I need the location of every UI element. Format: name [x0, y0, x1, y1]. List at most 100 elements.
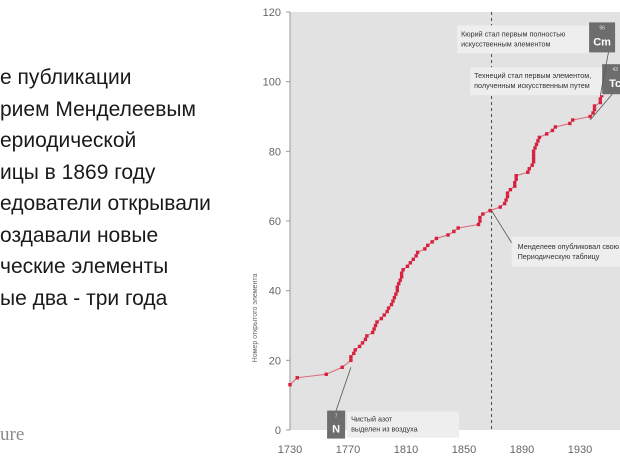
x-tick-label: 1930 [568, 444, 592, 456]
data-point [514, 177, 518, 181]
data-point [389, 302, 394, 307]
data-point [598, 100, 602, 105]
x-tick-label: 1770 [336, 444, 360, 456]
data-point [550, 128, 555, 133]
data-point [399, 271, 404, 275]
data-point [505, 194, 510, 199]
data-point [426, 243, 430, 248]
data-point [398, 278, 402, 282]
data-point [430, 240, 434, 244]
annotation-text: Технеций стал первым элементом, [474, 71, 591, 80]
data-point [598, 97, 602, 101]
element-number: 96 [599, 25, 605, 31]
data-point [531, 160, 536, 164]
annotation-text: Чистый азот [351, 415, 393, 424]
x-tick-label: 1850 [452, 444, 476, 456]
annotation-leader-line [491, 210, 512, 244]
data-point [288, 383, 292, 387]
data-point [370, 330, 375, 335]
data-point [600, 93, 604, 98]
y-tick-label: 120 [263, 7, 281, 19]
slide-text-line: ериодической [0, 129, 137, 152]
data-point [571, 118, 575, 122]
slide-text-line: ческие элементы [0, 255, 169, 278]
y-tick-label: 80 [269, 146, 281, 158]
data-point [414, 254, 418, 258]
data-point [592, 104, 597, 108]
slide-text-line: едователи открывали [0, 192, 211, 215]
data-point [363, 337, 368, 342]
data-point [544, 132, 549, 136]
annotation-text: выделен из воздуха [351, 425, 418, 434]
data-point [391, 299, 395, 303]
data-point [395, 285, 399, 289]
data-point [349, 355, 353, 359]
x-tick-label: 1730 [278, 444, 302, 456]
data-point [452, 229, 456, 234]
data-point [372, 327, 376, 331]
data-point [531, 156, 536, 160]
data-point [395, 288, 399, 293]
data-point [357, 344, 362, 349]
data-point [514, 174, 518, 178]
data-point [513, 184, 517, 188]
data-point [399, 275, 404, 279]
data-point [353, 348, 357, 352]
y-tick-label: 100 [263, 77, 281, 89]
annotation-label-bg [457, 25, 592, 54]
data-point [295, 376, 299, 380]
y-tick-label: 0 [275, 425, 281, 437]
slide-text: е публикации рием Менделеевым ериодическ… [0, 62, 262, 314]
data-point [568, 121, 572, 126]
element-box-n [327, 410, 346, 439]
data-point [530, 163, 534, 167]
data-point [502, 201, 507, 206]
data-point [349, 358, 353, 363]
data-point [591, 111, 595, 115]
element-box-tc [602, 64, 620, 95]
data-point [481, 212, 485, 216]
annotation-label-bg [511, 236, 620, 267]
brand-logo-text: ure [0, 424, 25, 445]
slide-text-line: рием Менделеевым [0, 97, 196, 121]
data-point [392, 295, 397, 300]
data-point [434, 236, 439, 241]
y-tick-label: 40 [269, 286, 281, 298]
annotation-text: полученным искусственным путем [474, 81, 590, 90]
data-point [365, 334, 369, 338]
data-point [394, 292, 398, 296]
slide-text-line: ые два - три года [0, 286, 168, 310]
data-point [401, 268, 405, 272]
data-point [397, 282, 401, 286]
data-point [352, 351, 356, 356]
data-point [504, 198, 508, 202]
annotation-label-bg [470, 67, 605, 96]
data-point [340, 365, 344, 369]
data-point [379, 316, 384, 321]
data-point [385, 309, 389, 314]
data-point [553, 125, 558, 129]
data-point [360, 341, 365, 345]
data-point [476, 222, 481, 227]
slide-text-line: е публикации [0, 66, 132, 89]
data-point [411, 257, 415, 262]
data-point [588, 114, 592, 119]
element-symbol: N [332, 424, 340, 436]
data-point [488, 208, 492, 213]
data-point [386, 306, 391, 310]
data-point [478, 219, 482, 223]
data-point [373, 323, 378, 328]
data-point [526, 170, 530, 174]
data-point [508, 187, 513, 192]
data-point [537, 135, 542, 140]
element-number: 7 [335, 414, 338, 420]
data-point [531, 153, 536, 157]
annotation-label-bg [347, 411, 460, 438]
annotation-text: Периодическую таблицу [518, 252, 600, 261]
data-point [415, 250, 420, 255]
annotation-text: Кюрий стал первым полностью [461, 29, 566, 38]
y-tick-label: 20 [269, 355, 281, 367]
data-point [408, 261, 413, 265]
data-point [536, 139, 540, 143]
